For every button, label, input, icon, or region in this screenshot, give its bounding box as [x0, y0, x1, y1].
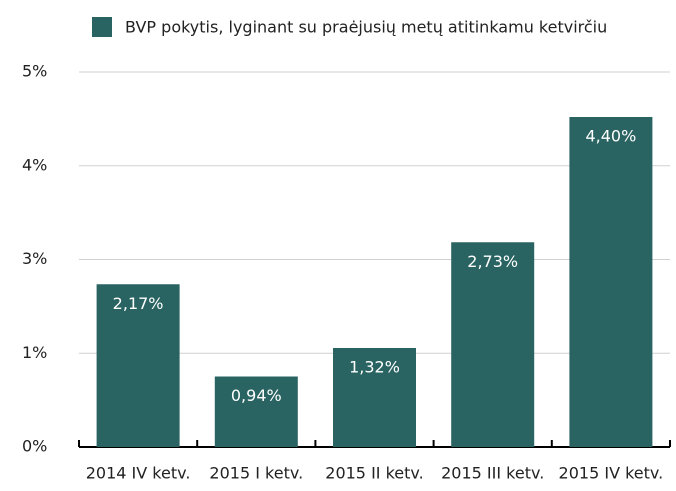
y-tick-label: 1% [22, 343, 47, 362]
value-label: 4,40% [585, 127, 636, 146]
value-label: 2,73% [467, 252, 518, 271]
legend-swatch [92, 17, 112, 37]
x-tick-label: 2015 III ketv. [441, 464, 544, 483]
y-tick-label: 4% [22, 155, 47, 174]
x-tick-label: 2015 II ketv. [325, 464, 423, 483]
x-tick-label: 2015 IV ketv. [559, 464, 664, 483]
y-tick-label: 0% [22, 437, 47, 456]
bar [451, 242, 535, 447]
value-label: 0,94% [231, 386, 282, 405]
bar [96, 284, 180, 447]
value-label: 1,32% [349, 358, 400, 377]
bar [214, 376, 298, 447]
bar [333, 348, 416, 447]
value-label: 2,17% [113, 294, 164, 313]
y-tick-label: 5% [22, 62, 47, 81]
x-tick-label: 2015 I ketv. [209, 464, 303, 483]
y-tick-label: 3% [22, 249, 47, 268]
x-tick-label: 2014 IV ketv. [86, 464, 191, 483]
legend-label: BVP pokytis, lyginant su praėjusių metų … [125, 18, 607, 37]
bar [569, 117, 653, 447]
